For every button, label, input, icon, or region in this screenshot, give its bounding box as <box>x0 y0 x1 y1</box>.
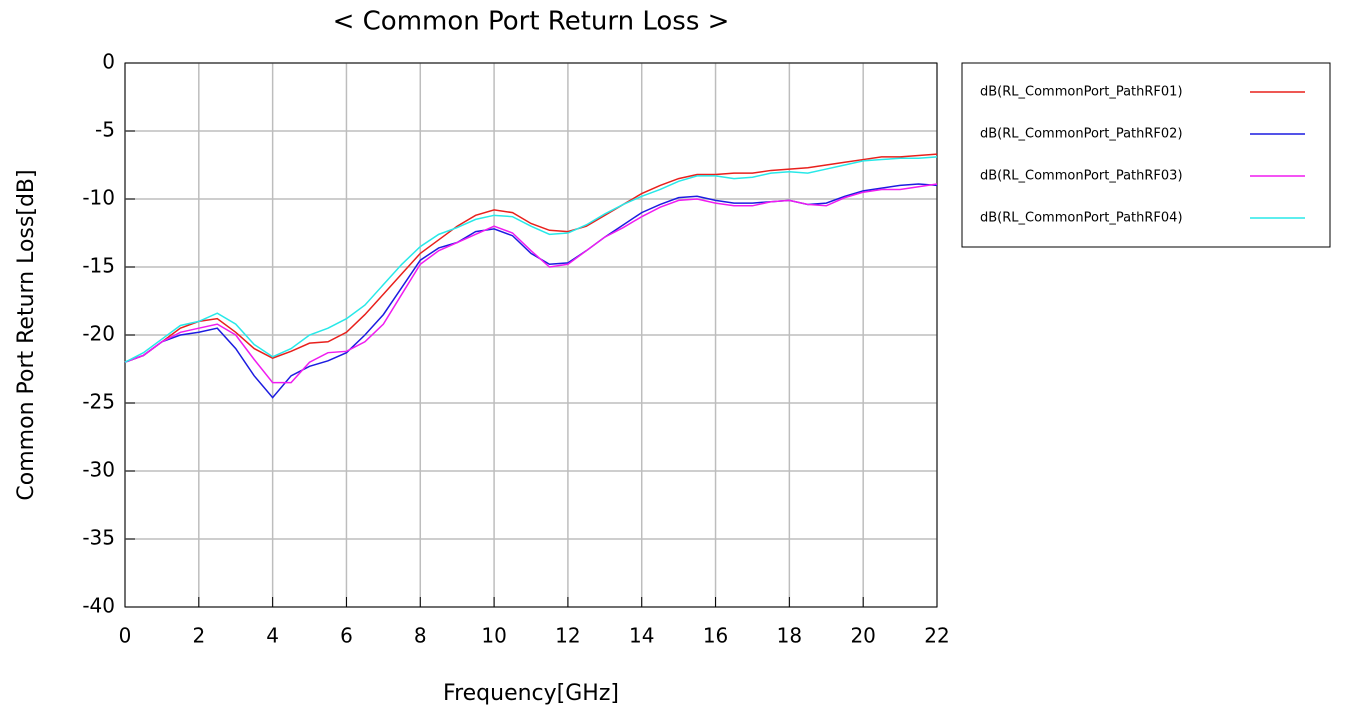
chart-title: < Common Port Return Loss > <box>333 7 730 37</box>
y-tick-label: -35 <box>82 526 115 550</box>
y-tick-label: -10 <box>82 186 115 210</box>
y-tick-label: -40 <box>82 594 115 618</box>
x-tick-label: 22 <box>924 624 949 648</box>
x-tick-label: 6 <box>340 624 353 648</box>
x-axis-label: Frequency[GHz] <box>443 681 619 706</box>
x-tick-label: 14 <box>629 624 654 648</box>
x-tick-label: 20 <box>850 624 875 648</box>
series-line <box>124 183 938 384</box>
x-tick-label: 10 <box>481 624 506 648</box>
x-tick-label: 0 <box>119 624 132 648</box>
x-tick-label: 18 <box>777 624 802 648</box>
legend-label: dB(RL_CommonPort_PathRF03) <box>980 169 1183 184</box>
series-line <box>124 183 938 399</box>
legend-label: dB(RL_CommonPort_PathRF04) <box>980 211 1183 226</box>
x-tick-label: 12 <box>555 624 580 648</box>
y-tick-label: -30 <box>82 458 115 482</box>
y-tick-label: 0 <box>102 50 115 74</box>
y-tick-label: -25 <box>82 390 115 414</box>
legend-label: dB(RL_CommonPort_PathRF01) <box>980 85 1183 100</box>
legend-label: dB(RL_CommonPort_PathRF02) <box>980 127 1183 142</box>
legend-box <box>961 62 1331 248</box>
series-line <box>124 156 938 363</box>
plot-frame <box>124 62 938 608</box>
y-tick-label: -5 <box>95 118 115 142</box>
series-line <box>124 153 938 363</box>
y-axis-label: Common Port Return Loss[dB] <box>14 169 39 500</box>
y-tick-label: -20 <box>82 322 115 346</box>
x-tick-label: 8 <box>414 624 427 648</box>
x-tick-label: 16 <box>703 624 728 648</box>
y-tick-label: -15 <box>82 254 115 278</box>
x-tick-label: 2 <box>192 624 205 648</box>
x-tick-label: 4 <box>266 624 279 648</box>
